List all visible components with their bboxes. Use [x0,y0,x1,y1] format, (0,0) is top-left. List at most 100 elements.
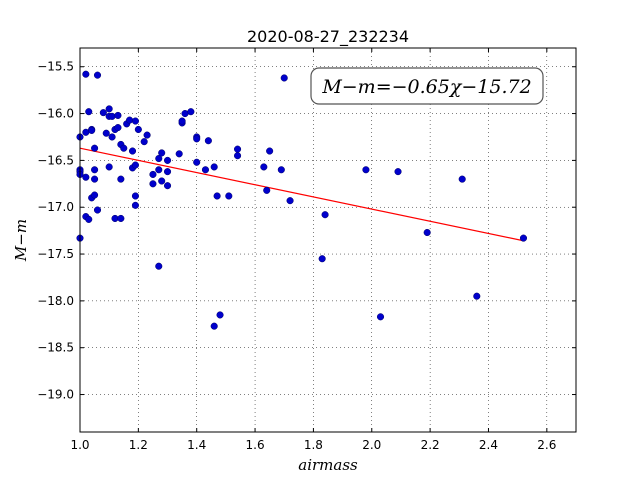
data-point [473,292,481,300]
tick-layer: 1.0 1.2 1.4 1.6 1.8 2.0 2.2 2.4 2.6 −15.5 −16.0 −16… [37,48,576,452]
data-point [114,111,122,119]
data-point [93,206,102,214]
data-point [149,170,157,178]
data-point [187,108,195,116]
data-point [91,144,99,152]
fit-annotation-box [310,67,544,105]
data-point [82,128,90,136]
fit-layer [79,147,524,242]
data-point [280,74,288,82]
data-point [213,192,221,200]
y-tick-label: −16.5 [37,153,74,167]
data-point [85,215,93,223]
y-axis-label: M−m [12,219,30,262]
data-point [91,166,99,174]
data-point [263,186,271,194]
data-point [120,144,128,152]
y-tick-label: −19.0 [37,388,74,402]
data-point [175,150,183,158]
points-layer [76,70,528,330]
x-tick-label: 1.6 [246,438,265,452]
data-point [163,182,172,190]
fit-annotation: M−m=−0.65χ−15.72 [310,67,544,105]
data-point [458,175,466,183]
data-point [128,147,137,155]
data-point [260,163,268,171]
data-point [85,108,93,116]
x-tick-label: 2.6 [537,438,556,452]
data-point [376,313,385,321]
data-point [234,145,242,153]
x-tick-label: 1.4 [187,438,206,452]
data-point [216,311,224,319]
data-point [93,71,102,79]
x-tick-label: 2.2 [421,438,440,452]
data-point [108,133,116,141]
data-point [105,163,113,171]
data-point [155,166,163,174]
data-point [105,105,113,113]
x-tick-label: 1.8 [304,438,323,452]
data-point [225,192,233,200]
data-point [114,124,122,132]
data-point [126,116,134,124]
data-point [88,126,96,134]
data-point [423,228,431,237]
data-point [149,180,157,188]
x-axis-label: airmass [298,456,358,474]
data-point [117,175,125,183]
data-point [266,147,274,155]
data-point [155,262,163,270]
data-point [155,154,163,163]
data-point [82,70,90,78]
data-point [143,131,151,139]
data-point [131,117,139,125]
data-point [321,211,329,219]
data-point [158,149,166,157]
x-tick-label: 1.2 [129,438,148,452]
data-point [519,234,528,242]
data-point [158,177,166,185]
data-point [394,168,402,176]
data-point [134,125,142,134]
data-point [108,112,116,120]
data-point [286,197,294,205]
data-point [318,255,326,263]
data-point [91,175,99,183]
data-point [163,168,172,176]
data-point [178,117,186,125]
data-point [193,135,201,143]
data-point [204,137,212,145]
fit-line [79,147,524,242]
y-tick-label: −18.5 [37,341,74,355]
data-point [210,322,218,330]
data-point [82,173,90,181]
data-point [193,158,201,166]
data-point [91,191,99,199]
data-point [117,214,125,223]
chart-title: 2020-08-27_232234 [247,27,409,47]
data-point [131,161,139,169]
grid-layer [79,48,576,432]
y-tick-label: −17.5 [37,247,74,261]
data-point [99,109,107,117]
fit-annotation-text: M−m=−0.65χ−15.72 [321,76,531,98]
x-tick-label: 2.0 [362,438,381,452]
data-point [277,166,285,174]
y-tick-label: −18.0 [37,294,74,308]
data-point [140,138,148,146]
data-point [201,166,210,174]
data-point [131,192,139,200]
data-point [131,201,139,209]
data-point [234,152,242,160]
data-point [362,166,370,174]
x-tick-label: 1.0 [70,438,89,452]
y-tick-label: −16.0 [37,107,74,121]
data-point [102,129,110,137]
data-point [181,110,189,118]
data-point [210,163,218,171]
plot-frame [79,47,577,433]
x-tick-label: 2.4 [479,438,498,452]
y-tick-label: −17.0 [37,200,74,214]
